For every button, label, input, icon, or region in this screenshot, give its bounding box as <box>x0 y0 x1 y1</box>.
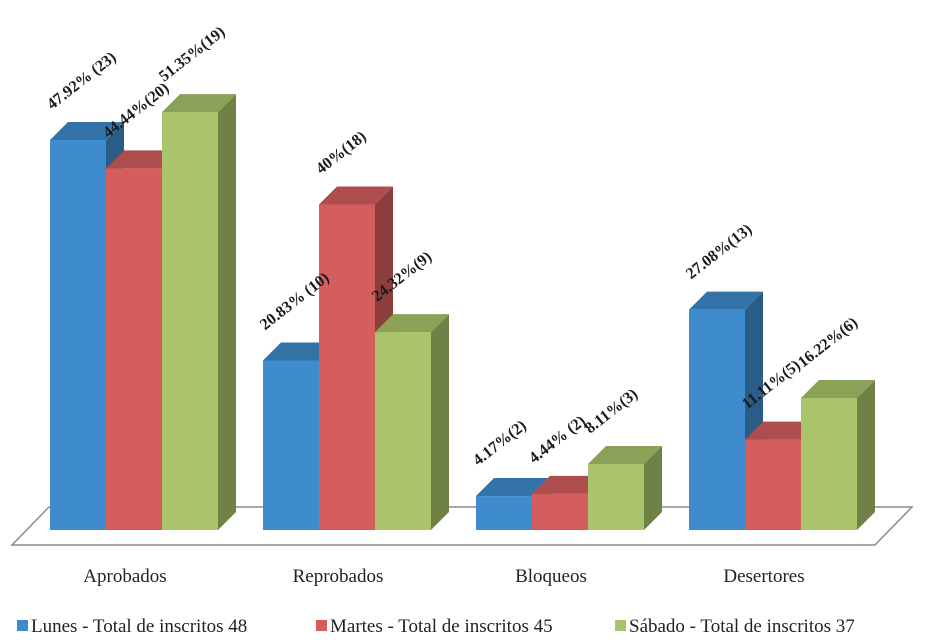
bar-top <box>50 122 124 140</box>
legend: Lunes - Total de inscritos 48 Martes - To… <box>17 616 855 637</box>
category-label: Desertores <box>723 566 804 587</box>
category-label: Aprobados <box>83 566 166 587</box>
bar-front <box>50 140 106 530</box>
legend-item: Lunes - Total de inscritos 48 <box>17 616 247 637</box>
bar-top <box>689 291 763 310</box>
bar-front <box>106 168 162 530</box>
bar-front <box>588 463 644 530</box>
bar-top <box>476 478 550 497</box>
bar-reprobados-series-3 <box>375 314 449 530</box>
legend-swatch <box>316 620 327 631</box>
legend-item: Sábado - Total de inscritos 37 <box>615 616 855 637</box>
bar-front <box>476 496 532 530</box>
legend-label: Lunes - Total de inscritos 48 <box>31 616 247 637</box>
category-labels-group: Aprobados Reprobados Bloqueos Desertores <box>83 566 804 587</box>
category-label: Bloqueos <box>515 566 587 587</box>
bar-top <box>319 186 393 205</box>
bar-front <box>689 309 745 530</box>
bar-front <box>745 439 801 530</box>
bar-front <box>162 112 218 531</box>
legend-label: Martes - Total de inscritos 45 <box>330 616 553 637</box>
bar-bloqueos-series-3 <box>588 445 662 530</box>
bar-front <box>532 493 588 530</box>
bar-front <box>319 204 375 530</box>
bar-side <box>644 445 662 530</box>
data-label: 44.44%(20) <box>100 80 172 142</box>
data-label: 40%(18) <box>313 128 370 178</box>
legend-label: Sábado - Total de inscritos 37 <box>629 616 855 637</box>
bar-top <box>375 314 449 333</box>
bar-top <box>745 421 819 440</box>
data-label: 16.22%(6) <box>795 314 861 371</box>
bar-side <box>431 314 449 530</box>
legend-item: Martes - Total de inscritos 45 <box>316 616 553 637</box>
bar-aprobados-series-3 <box>162 94 236 531</box>
data-label: 51.35%(19) <box>156 23 228 85</box>
bar-top <box>162 94 236 113</box>
data-label: 8.11%(3) <box>582 386 641 437</box>
data-label: 4.17%(2) <box>470 417 530 469</box>
bar-top <box>588 445 662 464</box>
bars-group <box>50 94 875 531</box>
data-label: 47.92% (23) <box>44 49 120 113</box>
data-label: 27.08%(13) <box>683 221 755 283</box>
bar-top <box>801 379 875 398</box>
bar-front <box>801 397 857 530</box>
category-label: Reprobados <box>293 566 384 587</box>
legend-swatch <box>17 620 28 631</box>
bar-top <box>106 150 180 169</box>
bar-side <box>218 94 236 531</box>
bar-front <box>263 360 319 530</box>
bar-desertores-series-3 <box>801 379 875 530</box>
bar-top <box>263 342 337 361</box>
data-label: 4.44% (2) <box>526 413 589 467</box>
legend-swatch <box>615 620 626 631</box>
bar-front <box>375 332 431 530</box>
chart-floor <box>10 506 914 546</box>
bar-top <box>532 475 606 494</box>
bar-side <box>857 379 875 530</box>
